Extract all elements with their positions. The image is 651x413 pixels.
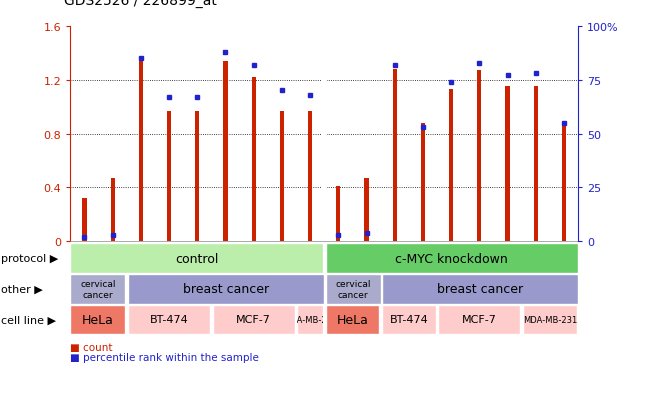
Bar xyxy=(167,112,171,242)
Text: BT-474: BT-474 xyxy=(389,315,428,325)
Text: ■ percentile rank within the sample: ■ percentile rank within the sample xyxy=(70,352,259,362)
Text: c-MYC knockdown: c-MYC knockdown xyxy=(395,252,508,265)
Bar xyxy=(365,178,368,242)
Text: BT-474: BT-474 xyxy=(150,315,188,325)
Text: other ▶: other ▶ xyxy=(1,284,43,294)
Bar xyxy=(505,87,510,242)
Text: control: control xyxy=(175,252,218,265)
Bar xyxy=(251,78,256,242)
Bar xyxy=(562,123,566,242)
Text: cell line ▶: cell line ▶ xyxy=(1,315,56,325)
Bar xyxy=(393,70,397,242)
Bar xyxy=(421,123,425,242)
Bar xyxy=(111,178,115,242)
Bar xyxy=(280,112,284,242)
Text: breast cancer: breast cancer xyxy=(437,282,523,296)
Bar xyxy=(223,62,228,242)
Text: HeLa: HeLa xyxy=(82,313,114,326)
Text: MDA-MB-231: MDA-MB-231 xyxy=(283,315,337,324)
Text: HeLa: HeLa xyxy=(337,313,368,326)
Text: cervical
cancer: cervical cancer xyxy=(335,280,371,299)
Text: MCF-7: MCF-7 xyxy=(462,315,497,325)
Bar xyxy=(336,187,340,242)
Bar xyxy=(449,90,453,242)
Text: MCF-7: MCF-7 xyxy=(236,315,271,325)
Bar xyxy=(82,199,87,242)
Bar xyxy=(308,112,312,242)
Bar xyxy=(477,71,482,242)
Text: MDA-MB-231: MDA-MB-231 xyxy=(523,315,577,324)
Text: ■ count: ■ count xyxy=(70,342,113,352)
Bar xyxy=(195,112,199,242)
Bar xyxy=(139,59,143,242)
Bar xyxy=(534,87,538,242)
Text: GDS2526 / 226899_at: GDS2526 / 226899_at xyxy=(64,0,217,8)
Text: breast cancer: breast cancer xyxy=(183,282,269,296)
Text: cervical
cancer: cervical cancer xyxy=(80,280,116,299)
Text: protocol ▶: protocol ▶ xyxy=(1,254,59,263)
